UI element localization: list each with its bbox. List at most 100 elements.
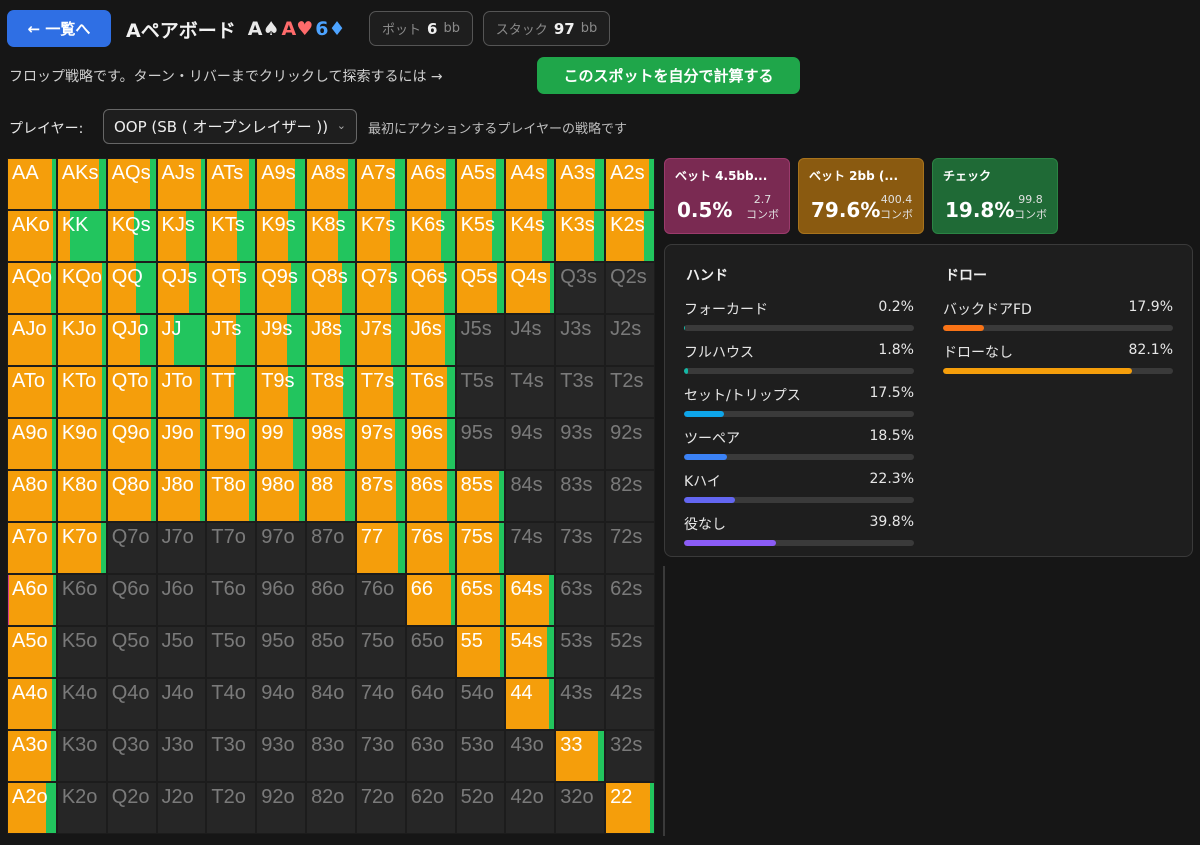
- range-cell[interactable]: 87o: [306, 522, 356, 574]
- range-cell[interactable]: J7o: [156, 522, 207, 574]
- range-cell[interactable]: A2s: [605, 158, 655, 210]
- range-cell[interactable]: K4s: [505, 210, 556, 262]
- range-cell[interactable]: Q6o: [106, 574, 157, 626]
- range-cell[interactable]: AQo: [7, 262, 57, 314]
- range-cell[interactable]: Q6s: [405, 262, 456, 314]
- range-cell[interactable]: 97s: [355, 418, 406, 470]
- range-cell[interactable]: 85s: [455, 470, 506, 522]
- range-cell[interactable]: T7s: [355, 366, 406, 418]
- range-cell[interactable]: 94s: [505, 418, 556, 470]
- range-cell[interactable]: K5s: [455, 210, 506, 262]
- range-cell[interactable]: A3o: [7, 730, 57, 782]
- range-cell[interactable]: 54o: [455, 678, 506, 730]
- range-cell[interactable]: 64s: [505, 574, 556, 626]
- range-cell[interactable]: K2o: [56, 782, 107, 834]
- range-cell[interactable]: J8s: [306, 314, 356, 366]
- range-cell[interactable]: A6s: [405, 158, 456, 210]
- range-cell[interactable]: AJo: [7, 314, 57, 366]
- range-cell[interactable]: 62o: [405, 782, 456, 834]
- range-cell[interactable]: 84s: [505, 470, 556, 522]
- range-cell[interactable]: QTo: [106, 366, 157, 418]
- range-cell[interactable]: 53s: [555, 626, 606, 678]
- range-cell[interactable]: T6s: [405, 366, 456, 418]
- range-cell[interactable]: 64o: [405, 678, 456, 730]
- range-cell[interactable]: 83s: [555, 470, 606, 522]
- range-cell[interactable]: 65o: [405, 626, 456, 678]
- range-cell[interactable]: K3o: [56, 730, 107, 782]
- range-cell[interactable]: 33: [555, 730, 606, 782]
- range-cell[interactable]: JJ: [156, 314, 207, 366]
- range-cell[interactable]: K9s: [256, 210, 307, 262]
- range-cell[interactable]: 86o: [306, 574, 356, 626]
- range-cell[interactable]: Q2s: [605, 262, 655, 314]
- range-cell[interactable]: JTs: [206, 314, 257, 366]
- range-cell[interactable]: 63o: [405, 730, 456, 782]
- range-cell[interactable]: A4o: [7, 678, 57, 730]
- range-cell[interactable]: J3o: [156, 730, 207, 782]
- range-cell[interactable]: 32s: [605, 730, 655, 782]
- range-cell[interactable]: T9s: [256, 366, 307, 418]
- range-cell[interactable]: T8o: [206, 470, 257, 522]
- range-cell[interactable]: T5s: [455, 366, 506, 418]
- range-cell[interactable]: T3o: [206, 730, 257, 782]
- range-cell[interactable]: A2o: [7, 782, 57, 834]
- range-cell[interactable]: KJs: [156, 210, 207, 262]
- range-cell[interactable]: 52s: [605, 626, 655, 678]
- range-cell[interactable]: A9s: [256, 158, 307, 210]
- range-cell[interactable]: 87s: [355, 470, 406, 522]
- range-cell[interactable]: 95s: [455, 418, 506, 470]
- range-cell[interactable]: KQo: [56, 262, 107, 314]
- range-cell[interactable]: 99: [256, 418, 307, 470]
- range-cell[interactable]: KK: [56, 210, 107, 262]
- range-cell[interactable]: 93s: [555, 418, 606, 470]
- range-cell[interactable]: Q7o: [106, 522, 157, 574]
- range-cell[interactable]: 93o: [256, 730, 307, 782]
- range-cell[interactable]: 88: [306, 470, 356, 522]
- range-cell[interactable]: K5o: [56, 626, 107, 678]
- range-cell[interactable]: A5o: [7, 626, 57, 678]
- range-cell[interactable]: 75s: [455, 522, 506, 574]
- range-cell[interactable]: Q2o: [106, 782, 157, 834]
- range-cell[interactable]: T7o: [206, 522, 257, 574]
- range-cell[interactable]: 96o: [256, 574, 307, 626]
- range-cell[interactable]: Q9o: [106, 418, 157, 470]
- range-cell[interactable]: Q8o: [106, 470, 157, 522]
- range-cell[interactable]: T3s: [555, 366, 606, 418]
- range-cell[interactable]: 75o: [355, 626, 406, 678]
- range-cell[interactable]: KTo: [56, 366, 107, 418]
- range-cell[interactable]: J9o: [156, 418, 207, 470]
- range-cell[interactable]: 83o: [306, 730, 356, 782]
- range-cell[interactable]: QTs: [206, 262, 257, 314]
- range-cell[interactable]: Q5s: [455, 262, 506, 314]
- range-cell[interactable]: A3s: [555, 158, 606, 210]
- range-cell[interactable]: 22: [605, 782, 655, 834]
- range-cell[interactable]: A4s: [505, 158, 556, 210]
- range-cell[interactable]: 73o: [355, 730, 406, 782]
- range-cell[interactable]: 32o: [555, 782, 606, 834]
- range-cell[interactable]: A7s: [355, 158, 406, 210]
- range-cell[interactable]: 74s: [505, 522, 556, 574]
- range-cell[interactable]: 77: [355, 522, 406, 574]
- range-cell[interactable]: TT: [206, 366, 257, 418]
- range-cell[interactable]: Q3s: [555, 262, 606, 314]
- range-cell[interactable]: T2o: [206, 782, 257, 834]
- range-cell[interactable]: 53o: [455, 730, 506, 782]
- range-cell[interactable]: Q7s: [355, 262, 406, 314]
- range-cell[interactable]: 43s: [555, 678, 606, 730]
- range-cell[interactable]: J5o: [156, 626, 207, 678]
- range-cell[interactable]: QQ: [106, 262, 157, 314]
- range-cell[interactable]: 72o: [355, 782, 406, 834]
- range-cell[interactable]: AKo: [7, 210, 57, 262]
- range-cell[interactable]: A8o: [7, 470, 57, 522]
- range-cell[interactable]: AJs: [156, 158, 207, 210]
- range-cell[interactable]: JTo: [156, 366, 207, 418]
- action-bet-small[interactable]: ベット 2bb (... 79.6% 400.4 コンボ: [798, 158, 924, 234]
- range-cell[interactable]: J9s: [256, 314, 307, 366]
- range-cell[interactable]: J2s: [605, 314, 655, 366]
- range-cell[interactable]: QJs: [156, 262, 207, 314]
- range-cell[interactable]: K2s: [605, 210, 655, 262]
- range-cell[interactable]: 42s: [605, 678, 655, 730]
- range-cell[interactable]: A8s: [306, 158, 356, 210]
- range-cell[interactable]: KTs: [206, 210, 257, 262]
- range-cell[interactable]: 65s: [455, 574, 506, 626]
